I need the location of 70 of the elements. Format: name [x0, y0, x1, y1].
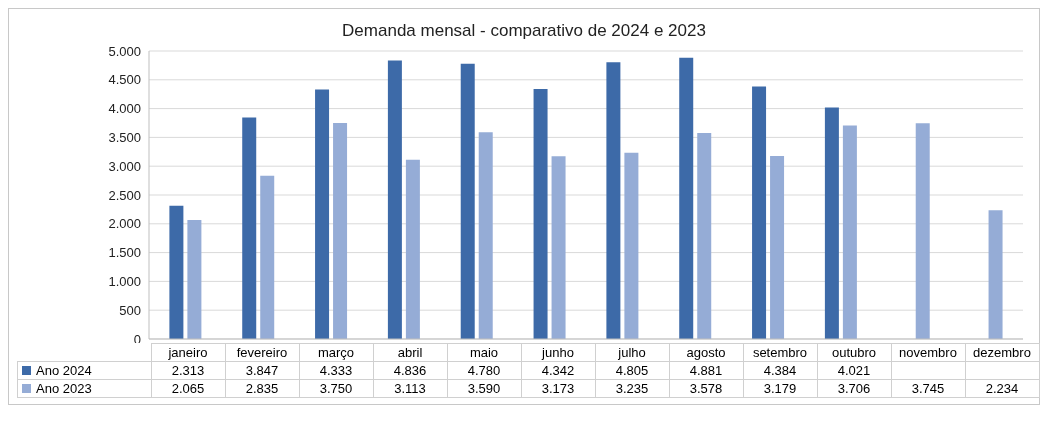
data-label: 4.333 [299, 361, 373, 380]
bar [187, 220, 202, 339]
bar [315, 89, 330, 339]
data-label: 2.835 [225, 379, 299, 398]
data-label: 3.179 [743, 379, 817, 398]
data-label: 4.342 [521, 361, 595, 380]
data-label: 3.578 [669, 379, 743, 398]
bar [533, 88, 548, 339]
y-tick-label: 5.000 [108, 43, 141, 59]
y-tick-label: 4.500 [108, 72, 141, 88]
bar [915, 123, 930, 339]
x-tick-label: maio [447, 343, 521, 362]
data-label: 4.780 [447, 361, 521, 380]
data-label: 4.384 [743, 361, 817, 380]
data-label: 4.021 [817, 361, 891, 380]
bar [260, 175, 275, 339]
x-tick-label: março [299, 343, 373, 362]
data-label: 3.235 [595, 379, 669, 398]
x-tick-label: dezembro [965, 343, 1039, 362]
bar [606, 62, 621, 339]
data-label: 2.234 [965, 379, 1039, 398]
x-tick-label: julho [595, 343, 669, 362]
data-label: 3.590 [447, 379, 521, 398]
y-tick-label: 4.000 [108, 101, 141, 117]
data-label: 2.065 [151, 379, 225, 398]
data-label: 3.847 [225, 361, 299, 380]
legend-label: Ano 2023 [17, 379, 151, 398]
bar [679, 57, 694, 339]
data-label: 3.706 [817, 379, 891, 398]
x-tick-label: setembro [743, 343, 817, 362]
data-label: 4.805 [595, 361, 669, 380]
bar [169, 205, 184, 339]
y-tick-label: 1.500 [108, 245, 141, 261]
x-tick-label: novembro [891, 343, 965, 362]
x-tick-label: agosto [669, 343, 743, 362]
data-label: 3.173 [521, 379, 595, 398]
y-tick-label: 2.000 [108, 216, 141, 232]
data-label: 2.313 [151, 361, 225, 380]
x-tick-label: fevereiro [225, 343, 299, 362]
x-tick-label: outubro [817, 343, 891, 362]
y-tick-label: 3.500 [108, 130, 141, 146]
bar [752, 86, 767, 339]
bar [624, 152, 639, 339]
data-label: 4.836 [373, 361, 447, 380]
bar [842, 125, 857, 339]
y-tick-label: 2.500 [108, 187, 141, 203]
data-label: 3.745 [891, 379, 965, 398]
chart-title: Demanda mensal - comparativo de 2024 e 2023 [341, 20, 707, 42]
y-tick-label: 0 [133, 331, 141, 347]
x-tick-label: janeiro [151, 343, 225, 362]
bar [405, 159, 420, 339]
bar [460, 63, 475, 339]
data-label: 3.113 [373, 379, 447, 398]
data-label: 3.750 [299, 379, 373, 398]
y-tick-label: 3.000 [108, 158, 141, 174]
bar [770, 155, 785, 339]
bar [824, 107, 839, 339]
bar [478, 132, 493, 339]
bar [697, 132, 712, 339]
x-tick-label: abril [373, 343, 447, 362]
y-tick-label: 1.000 [108, 274, 141, 290]
bar [551, 156, 566, 339]
legend-label: Ano 2024 [17, 361, 151, 380]
bar [387, 60, 402, 339]
data-label: 4.881 [669, 361, 743, 380]
bar [242, 117, 257, 339]
y-tick-label: 500 [119, 302, 141, 318]
bar [333, 123, 348, 339]
x-tick-label: junho [521, 343, 595, 362]
bar [988, 210, 1003, 339]
